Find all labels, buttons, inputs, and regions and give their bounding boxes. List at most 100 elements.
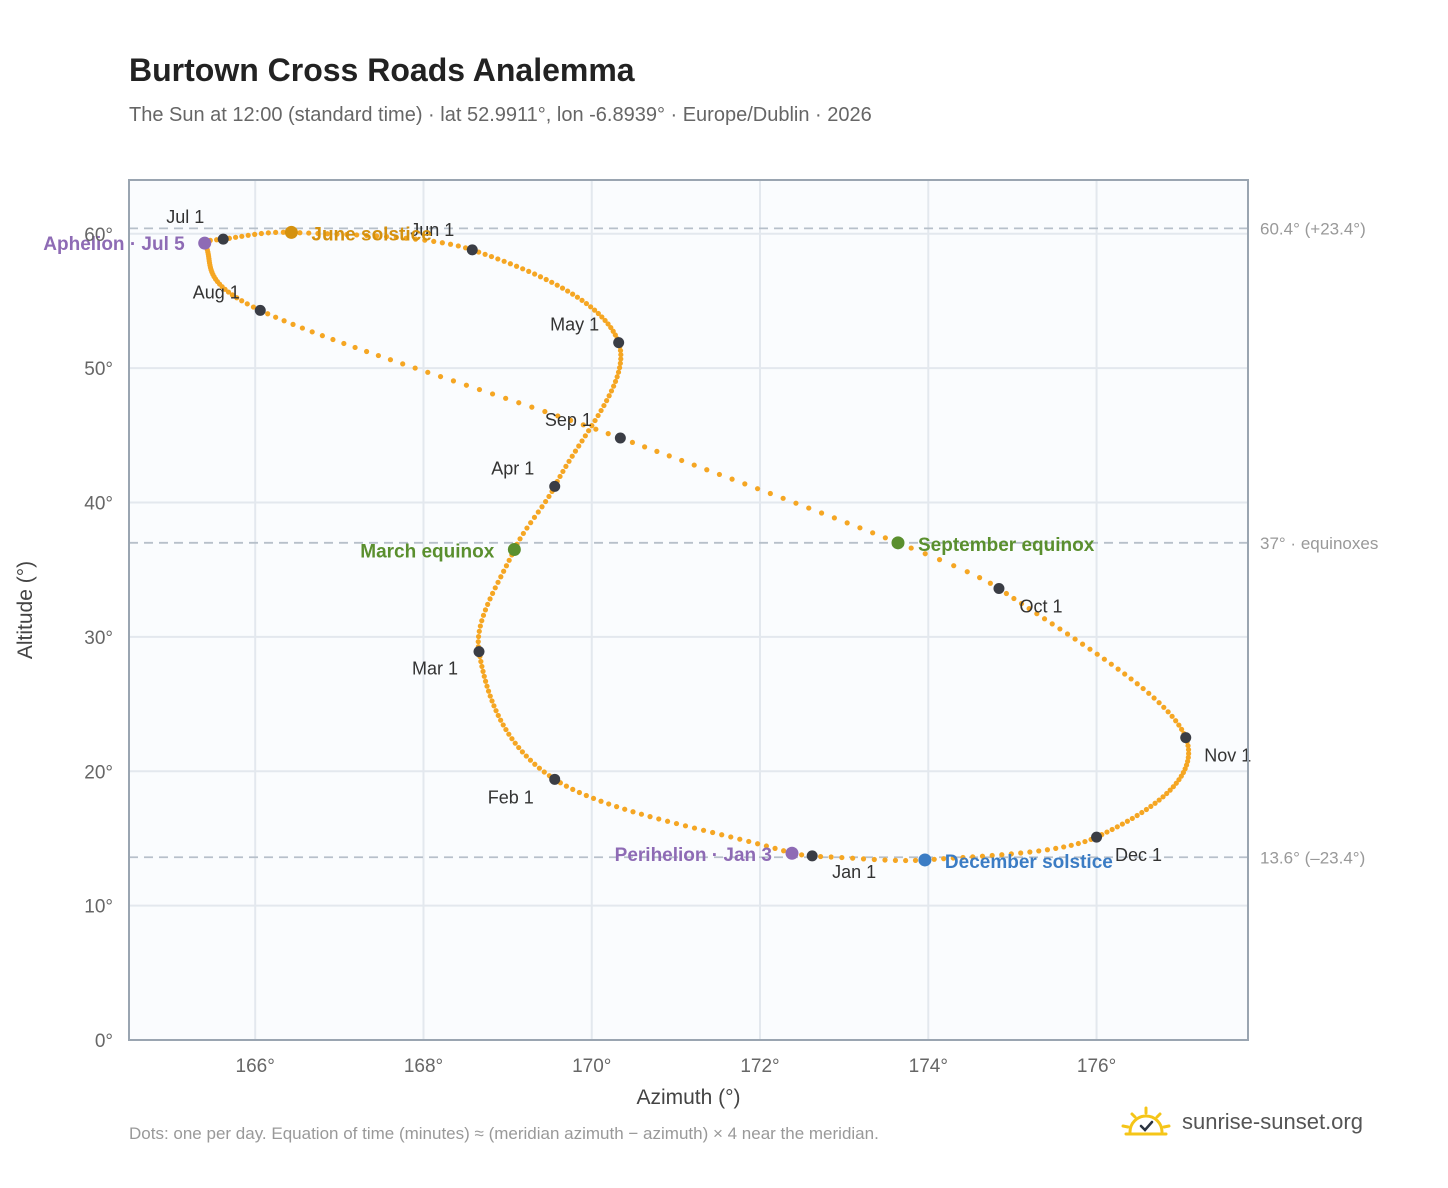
daily-sun-dot (532, 761, 538, 767)
daily-sun-dot (500, 722, 506, 728)
daily-sun-dot (569, 453, 575, 459)
daily-sun-dot (799, 852, 805, 858)
daily-sun-dot (387, 357, 394, 363)
daily-sun-dot (489, 391, 496, 397)
daily-sun-dot (679, 457, 685, 464)
daily-sun-dot (487, 596, 493, 602)
daily-sun-dot (280, 229, 286, 235)
daily-sun-dot (642, 444, 648, 450)
x-tick-label: 170° (572, 1056, 611, 1077)
daily-sun-dot (1124, 818, 1130, 824)
daily-sun-dot (495, 256, 501, 262)
daily-sun-dot (882, 857, 888, 863)
daily-sun-dot (498, 574, 504, 580)
daily-sun-dot (463, 382, 470, 388)
reference-line-label: 37° · equinoxes (1260, 534, 1378, 553)
reference-line-label: 60.4° (+23.4°) (1260, 219, 1366, 238)
daily-sun-dot (614, 804, 620, 810)
daily-sun-dot (1018, 850, 1024, 856)
daily-sun-dot (383, 234, 390, 240)
event-marker (918, 853, 932, 867)
daily-sun-dot (570, 291, 576, 297)
daily-sun-dot (818, 510, 825, 516)
daily-sun-dot (1152, 800, 1158, 806)
daily-sun-dot (618, 356, 624, 362)
daily-sun-dot (746, 838, 752, 845)
month-marker (217, 233, 229, 245)
daily-sun-dot (586, 428, 592, 434)
daily-sun-dot (531, 514, 538, 520)
daily-sun-dot (611, 383, 617, 389)
daily-sun-dot (495, 712, 501, 719)
daily-sun-dot (229, 292, 235, 298)
daily-sun-dot (583, 300, 590, 307)
daily-sun-dot (574, 294, 581, 300)
month-label: Dec 1 (1115, 845, 1162, 865)
daily-sun-dot (1156, 700, 1162, 706)
daily-sun-dot (535, 509, 541, 515)
daily-sun-dot (1119, 821, 1125, 827)
daily-sun-dot (1156, 797, 1162, 803)
daily-sun-dot (781, 848, 787, 854)
month-label: Jan 1 (832, 862, 876, 882)
event-label: June solstice (311, 224, 431, 245)
daily-sun-dot (492, 585, 498, 591)
daily-sun-dot (654, 448, 660, 454)
daily-sun-dot (704, 467, 710, 473)
month-marker (473, 646, 485, 658)
daily-sun-dot (598, 407, 604, 414)
y-tick-label: 30° (84, 628, 113, 649)
daily-sun-dot (532, 271, 538, 277)
daily-sun-dot (576, 789, 582, 796)
daily-sun-dot (324, 231, 330, 237)
daily-sun-dot (555, 413, 561, 419)
daily-sun-dot (616, 365, 623, 371)
x-tick-label: 174° (909, 1056, 948, 1077)
daily-sun-dot (258, 230, 264, 237)
brand[interactable]: sunrise-sunset.org (1120, 1104, 1363, 1140)
daily-sun-dot (537, 274, 544, 280)
daily-sun-dot (1061, 844, 1067, 850)
event-label: Perihelion · Jan 3 (615, 845, 772, 866)
daily-sun-dot (608, 324, 614, 331)
daily-sun-dot (582, 433, 588, 439)
daily-sun-dot (831, 515, 837, 521)
daily-sun-dot (728, 834, 734, 840)
daily-sun-dot (579, 438, 585, 444)
daily-sun-dot (354, 232, 360, 238)
daily-sun-dot (598, 798, 604, 804)
y-tick-label: 0° (95, 1031, 113, 1052)
daily-sun-dot (1044, 847, 1051, 853)
daily-sun-dot (495, 579, 501, 585)
daily-sun-dot (844, 520, 850, 526)
daily-sun-dot (334, 231, 340, 237)
daily-sun-dot (1134, 812, 1140, 819)
daily-sun-dot (543, 276, 549, 283)
month-label: Jun 1 (410, 220, 454, 240)
daily-sun-dot (1034, 611, 1040, 617)
daily-sun-dot (1026, 606, 1032, 612)
daily-sun-dot (447, 241, 454, 247)
daily-sun-dot (566, 458, 572, 464)
x-tick-label: 172° (740, 1056, 779, 1077)
daily-sun-dot (618, 352, 624, 358)
month-marker (254, 304, 266, 316)
x-tick-label: 168° (404, 1056, 443, 1077)
daily-sun-dot (503, 395, 509, 401)
event-label: March equinox (360, 542, 495, 563)
daily-sun-dot (989, 852, 995, 859)
daily-sun-dot (559, 285, 566, 291)
daily-sun-dot (666, 453, 672, 459)
daily-sun-dot (1186, 751, 1192, 757)
month-label: Oct 1 (1019, 597, 1062, 617)
daily-sun-dot (487, 693, 493, 699)
daily-sun-dot (673, 820, 680, 827)
daily-sun-dot (570, 786, 576, 792)
daily-sun-dot (1114, 824, 1120, 830)
event-marker (507, 543, 521, 557)
x-tick-label: 166° (236, 1056, 275, 1077)
brand-name[interactable]: sunrise-sunset.org (1182, 1109, 1363, 1134)
daily-sun-dot (306, 230, 312, 236)
daily-sun-dot (951, 563, 957, 569)
daily-sun-dot (1170, 784, 1176, 790)
